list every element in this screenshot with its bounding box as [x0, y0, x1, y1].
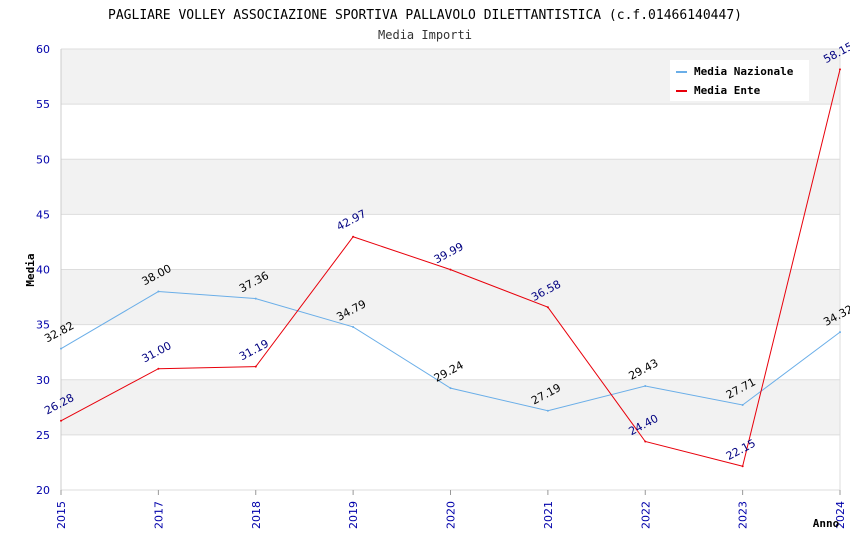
data-point — [157, 367, 160, 370]
grid-band — [61, 324, 840, 380]
legend-label-media-ente: Media Ente — [694, 84, 761, 97]
data-point — [546, 306, 549, 309]
x-tick-label: 2020 — [445, 501, 458, 529]
y-tick-label: 20 — [36, 484, 50, 497]
data-point — [449, 268, 452, 271]
data-point — [60, 347, 62, 350]
data-point — [254, 365, 257, 368]
x-tick-label: 2015 — [55, 501, 68, 529]
legend-box — [670, 60, 809, 101]
x-tick-label: 2021 — [542, 501, 555, 529]
grid-band — [61, 159, 840, 215]
data-point — [839, 331, 841, 334]
grid-bands — [61, 49, 840, 490]
y-axis-label: Media — [24, 253, 37, 286]
data-point — [157, 290, 160, 293]
x-tick-label: 2018 — [250, 501, 263, 529]
y-tick-label: 45 — [36, 208, 50, 221]
y-tick-label: 25 — [36, 429, 50, 442]
y-tick-label: 60 — [36, 43, 50, 56]
x-tick-label: 2024 — [834, 501, 847, 529]
grid-band — [61, 434, 840, 490]
data-point — [644, 440, 647, 443]
x-tick-label: 2023 — [737, 501, 750, 529]
data-point — [741, 465, 744, 468]
chart-subtitle: Media Importi — [378, 28, 472, 42]
y-tick-label: 35 — [36, 319, 50, 332]
data-point — [741, 403, 744, 406]
grid-band — [61, 269, 840, 325]
y-axis-ticks: 20 25 30 35 40 45 50 55 60 — [36, 43, 50, 497]
data-point — [352, 235, 355, 238]
data-point — [60, 419, 62, 422]
x-tick-label: 2019 — [347, 501, 360, 529]
grid-band — [61, 214, 840, 270]
data-point — [839, 68, 841, 71]
x-tick-label: 2017 — [152, 501, 165, 529]
data-point — [644, 385, 647, 388]
data-point — [352, 325, 355, 328]
y-tick-label: 30 — [36, 374, 50, 387]
x-axis-label: Anno — [813, 517, 840, 530]
data-point — [546, 409, 549, 412]
y-tick-label: 50 — [36, 153, 50, 166]
grid-band — [61, 104, 840, 160]
data-point — [254, 297, 257, 300]
legend-label-media-nazionale: Media Nazionale — [694, 65, 794, 78]
y-tick-label: 40 — [36, 264, 50, 277]
legend: Media Nazionale Media Ente — [670, 60, 809, 101]
data-point — [449, 387, 452, 390]
y-tick-label: 55 — [36, 98, 50, 111]
chart-title: PAGLIARE VOLLEY ASSOCIAZIONE SPORTIVA PA… — [108, 8, 742, 23]
x-tick-label: 2022 — [639, 501, 652, 529]
x-axis-ticks: 2015 2017 2018 2019 2020 2021 2022 2023 2024 — [55, 490, 847, 529]
